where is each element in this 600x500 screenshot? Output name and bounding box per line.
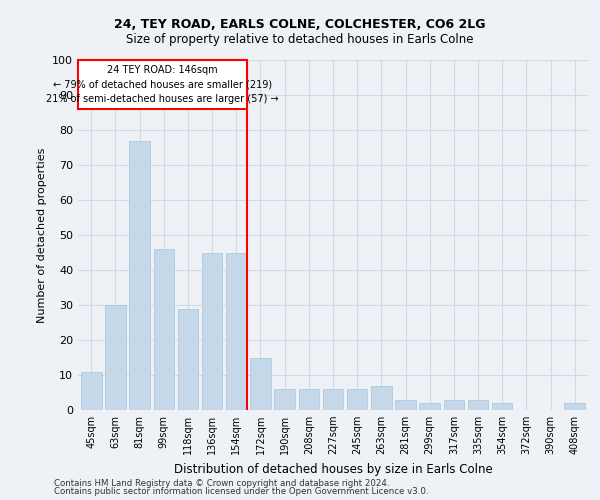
Bar: [274, 389, 295, 410]
Text: 24, TEY ROAD, EARLS COLNE, COLCHESTER, CO6 2LG: 24, TEY ROAD, EARLS COLNE, COLCHESTER, C…: [114, 18, 486, 30]
Bar: [395, 400, 416, 410]
Bar: [130, 140, 150, 410]
Bar: [299, 389, 319, 410]
Y-axis label: Number of detached properties: Number of detached properties: [37, 148, 47, 322]
X-axis label: Distribution of detached houses by size in Earls Colne: Distribution of detached houses by size …: [173, 462, 493, 475]
Text: Size of property relative to detached houses in Earls Colne: Size of property relative to detached ho…: [126, 32, 474, 46]
Bar: [323, 389, 343, 410]
Bar: [226, 252, 247, 410]
Bar: [250, 358, 271, 410]
Bar: [419, 403, 440, 410]
Bar: [81, 372, 101, 410]
Bar: [202, 252, 223, 410]
Text: 24 TEY ROAD: 146sqm: 24 TEY ROAD: 146sqm: [107, 65, 218, 75]
Text: Contains public sector information licensed under the Open Government Licence v3: Contains public sector information licen…: [54, 487, 428, 496]
Bar: [178, 308, 198, 410]
Bar: [347, 389, 367, 410]
Text: ← 79% of detached houses are smaller (219): ← 79% of detached houses are smaller (21…: [53, 80, 272, 90]
FancyBboxPatch shape: [78, 60, 247, 109]
Bar: [492, 403, 512, 410]
Bar: [371, 386, 392, 410]
Bar: [565, 403, 585, 410]
Bar: [443, 400, 464, 410]
Bar: [105, 305, 126, 410]
Bar: [468, 400, 488, 410]
Text: 21% of semi-detached houses are larger (57) →: 21% of semi-detached houses are larger (…: [46, 94, 278, 104]
Bar: [154, 249, 174, 410]
Text: Contains HM Land Registry data © Crown copyright and database right 2024.: Contains HM Land Registry data © Crown c…: [54, 478, 389, 488]
